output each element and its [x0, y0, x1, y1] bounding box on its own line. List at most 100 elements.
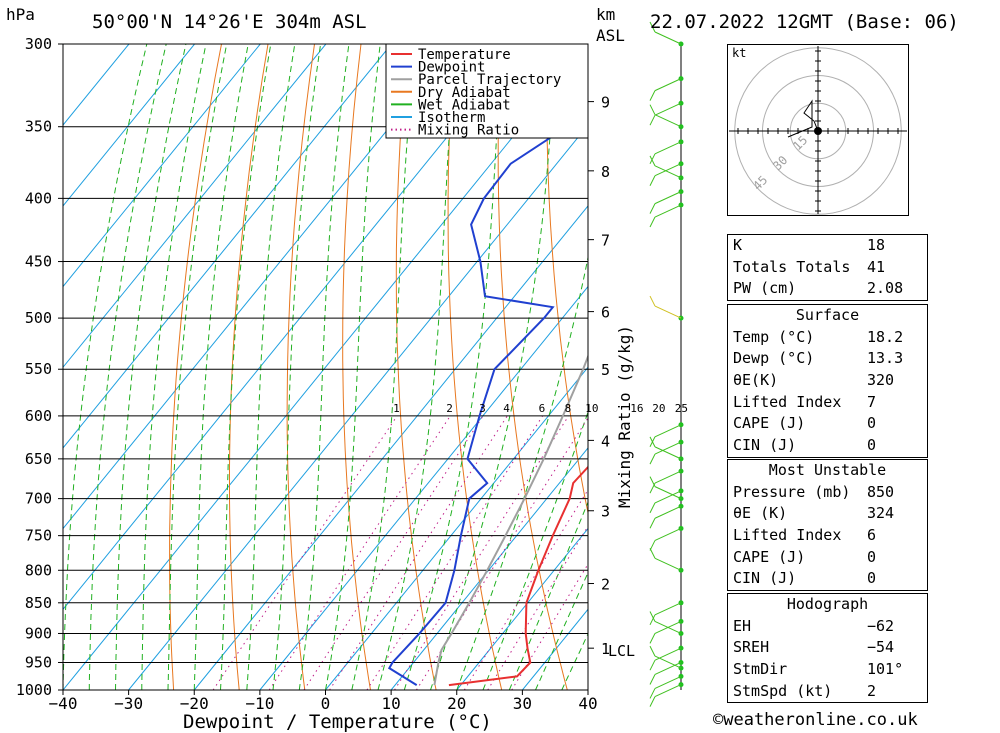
wind-barb-dot	[678, 124, 684, 130]
row-value: 2	[867, 681, 877, 700]
surface-panel: Surface Temp (°C) 18.2 Dewp (°C) 13.3 θE(K) 3…	[727, 304, 928, 458]
wet-adiabat-line	[272, 44, 322, 690]
wet-adiabat-line	[193, 44, 249, 690]
wind-barb	[654, 191, 682, 205]
chart-axes: 1234681016202530035040045050055060065070…	[16, 35, 688, 713]
row-value: 0	[867, 547, 877, 566]
panel-row: CIN (J) 0	[728, 435, 927, 457]
legend-label: Wet Adiabat	[418, 97, 511, 113]
dry-adiabat-line	[919, 44, 1000, 690]
row-label: Lifted Index	[733, 526, 842, 545]
mixing-ratio-line	[394, 415, 570, 690]
legend-label: Temperature	[418, 47, 511, 63]
row-label: Lifted Index	[733, 392, 842, 411]
panel-row: CAPE (J) 0	[728, 413, 927, 435]
row-label: StmSpd (kt)	[733, 681, 833, 700]
wind-barb-flag	[649, 436, 656, 448]
series-line-temperature	[448, 465, 588, 687]
wind-barb-flag	[649, 614, 656, 626]
wind-barbs	[649, 21, 684, 707]
storm-motion-marker	[814, 127, 822, 135]
pressure-tick-label: 750	[25, 527, 52, 545]
hodograph-unit-label: kt	[732, 46, 746, 60]
row-label: CIN (J)	[733, 569, 797, 588]
row-value: −54	[867, 638, 895, 657]
hodograph-trace	[787, 99, 819, 138]
mixing-ratio-line	[303, 415, 484, 690]
mixing-ratio-axis-title: Mixing Ratio (g/kg)	[615, 325, 634, 508]
pressure-tick-label: 400	[25, 189, 52, 207]
height-km-tick-label: 9	[601, 94, 610, 112]
wind-barb	[654, 305, 682, 319]
row-value: 18.2	[867, 327, 904, 346]
wind-barb-flag	[649, 295, 656, 307]
mixing-ratio-label: 6	[539, 402, 546, 415]
most-unstable-title: Most Unstable	[768, 461, 887, 479]
row-value: 324	[867, 504, 895, 523]
legend-label: Isotherm	[418, 110, 485, 126]
pressure-tick-label: 1000	[16, 681, 52, 699]
panel-row: θE (K) 324	[728, 503, 927, 525]
mixing-ratio-label: 1	[393, 402, 400, 415]
wind-barb-flag	[649, 518, 656, 529]
row-value: 320	[867, 371, 895, 390]
height-km-tick-label: 6	[601, 304, 610, 322]
wind-barb	[654, 114, 682, 128]
temperature-tick-label: −10	[245, 694, 274, 713]
row-label: K	[733, 236, 743, 254]
row-label: Totals Totals	[733, 257, 851, 276]
pressure-tick-label: 950	[25, 653, 52, 671]
wind-barb-flag	[649, 155, 656, 167]
mixing-ratio-label: 20	[652, 402, 665, 415]
wind-barb	[654, 441, 682, 455]
wind-barb	[654, 557, 682, 571]
x-axis-title: Dewpoint / Temperature (°C)	[183, 711, 492, 733]
temperature-tick-label: −20	[180, 694, 209, 713]
asl-axis-label: ASL	[596, 26, 625, 45]
height-km-tick-label: 3	[601, 503, 610, 521]
row-label: θE(K)	[733, 371, 779, 390]
row-label: PW (cm)	[733, 279, 797, 298]
most-unstable-rows: Pressure (mb) 850 θE (K) 324 Lifted Index 6 CA…	[728, 482, 927, 590]
wind-barb	[654, 141, 682, 155]
isotherm-line	[63, 44, 458, 530]
height-km-tick-label: 2	[601, 576, 610, 594]
wind-barb-flag	[649, 548, 656, 559]
wind-barb-flag	[649, 611, 656, 622]
row-value: 0	[867, 436, 877, 455]
wind-barb	[654, 486, 682, 500]
dry-adiabat-line	[966, 44, 1000, 690]
wind-barb	[654, 78, 682, 92]
copyright-link[interactable]: ©weatheronline.co.uk	[713, 710, 918, 730]
wind-barb	[654, 204, 682, 218]
wind-barb	[654, 527, 682, 541]
wind-barb	[654, 424, 682, 438]
panel-row: CIN (J) 0	[728, 568, 927, 590]
temperature-tick-label: 40	[578, 694, 597, 713]
height-km-tick-label: 8	[601, 163, 610, 181]
panel-row: CAPE (J) 0	[728, 547, 927, 569]
height-km-tick-label: 4	[601, 432, 610, 450]
isotherm-line	[522, 608, 588, 690]
panel-row: EH −62	[728, 616, 927, 638]
datetime-title: 22.07.2022 12GMT (Base: 06)	[650, 11, 959, 33]
row-value: 13.3	[867, 349, 904, 368]
wind-barb-flag	[649, 476, 656, 487]
legend-label: Dewpoint	[418, 60, 485, 76]
row-value: −62	[867, 616, 895, 635]
indices-rows: K 18 Totals Totals 41 PW (cm) 2.08	[728, 235, 927, 300]
panel-row: Pressure (mb) 850	[728, 482, 927, 504]
row-value: 0	[867, 414, 877, 433]
pressure-tick-label: 350	[25, 118, 52, 136]
mixing-ratio-line	[329, 415, 508, 690]
wind-barb-flag	[649, 153, 656, 165]
dry-adiabat-line	[395, 44, 437, 690]
pressure-tick-label: 900	[25, 624, 52, 642]
isotherm-line	[63, 44, 327, 369]
mixing-ratio-line	[366, 415, 544, 690]
panel-row: Lifted Index 7	[728, 392, 927, 414]
row-value: 2.08	[867, 279, 904, 298]
row-value: 41	[867, 257, 886, 276]
wet-adiabat-line	[88, 44, 167, 690]
